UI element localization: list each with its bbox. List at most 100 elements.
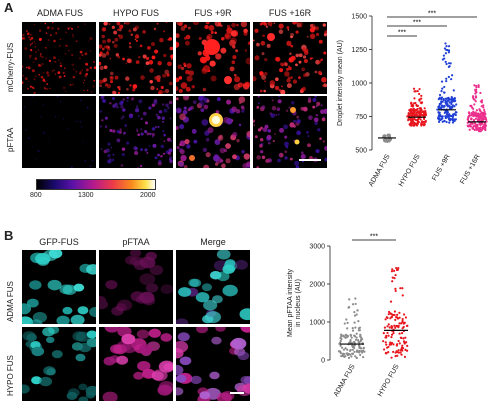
- data-point: [401, 320, 404, 324]
- droplet: [168, 100, 173, 105]
- droplet: [207, 127, 214, 134]
- droplet: [309, 24, 314, 28]
- data-point: [471, 122, 474, 125]
- droplet: [104, 116, 109, 120]
- data-point: [386, 325, 389, 328]
- micrograph-texture: [253, 96, 327, 168]
- droplet: [296, 130, 301, 136]
- data-point: [438, 93, 442, 97]
- droplet: [300, 106, 305, 111]
- droplet: [157, 115, 161, 120]
- droplet: [284, 141, 289, 147]
- droplet: [116, 22, 121, 26]
- droplet: [76, 120, 78, 123]
- data-point: [351, 348, 354, 351]
- data-point: [422, 124, 425, 127]
- droplet: [256, 155, 261, 160]
- data-point: [353, 350, 356, 353]
- data-point: [471, 127, 474, 130]
- droplet: [179, 140, 186, 147]
- data-point: [438, 113, 441, 117]
- data-point: [466, 124, 469, 127]
- droplet: [107, 159, 112, 164]
- droplet: [156, 88, 159, 91]
- data-point: [387, 323, 390, 326]
- data-point: [351, 303, 355, 306]
- droplet: [27, 137, 30, 140]
- data-point: [479, 130, 482, 133]
- data-point: [444, 52, 448, 55]
- data-point: [384, 351, 388, 355]
- droplet: [312, 105, 316, 109]
- data-point: [473, 84, 476, 87]
- droplet: [113, 30, 118, 35]
- droplet: [298, 76, 301, 80]
- droplet: [210, 30, 214, 34]
- data-point: [383, 348, 386, 351]
- data-point: [444, 42, 447, 45]
- data-point: [448, 49, 451, 52]
- colorbar-tick-800: 800: [30, 192, 42, 199]
- droplet: [169, 156, 173, 160]
- droplet: [32, 96, 34, 98]
- data-point: [448, 101, 451, 104]
- droplet: [275, 77, 279, 82]
- droplet: [33, 78, 36, 81]
- data-point: [438, 118, 441, 121]
- nucleus: [195, 292, 210, 303]
- micrograph-hypo-pftaa: [99, 96, 173, 168]
- droplet: [107, 142, 111, 146]
- droplet: [260, 150, 264, 154]
- droplet: [46, 71, 49, 74]
- data-point: [409, 117, 412, 120]
- droplet: [26, 30, 28, 32]
- droplet: [99, 110, 103, 113]
- nucleus: [231, 337, 247, 350]
- data-point: [451, 74, 454, 77]
- nucleus: [31, 346, 45, 357]
- nucleus: [31, 376, 42, 385]
- droplet: [270, 113, 275, 118]
- nucleus: [178, 287, 192, 297]
- droplet: [126, 99, 129, 102]
- data-point: [473, 128, 476, 132]
- droplet: [321, 76, 327, 83]
- droplet: [298, 53, 303, 58]
- droplet: [307, 99, 312, 103]
- data-point: [448, 105, 451, 108]
- nucleus: [242, 383, 250, 394]
- droplet: [104, 125, 108, 128]
- droplet: [22, 36, 26, 40]
- nucleus: [73, 283, 85, 292]
- droplet: [205, 137, 210, 142]
- data-point: [420, 124, 423, 127]
- data-point: [417, 118, 420, 121]
- nucleus: [160, 333, 172, 342]
- large-droplet: [204, 39, 220, 55]
- y-tick-label: 1500: [351, 14, 367, 21]
- droplet: [176, 77, 180, 83]
- droplet: [210, 75, 217, 82]
- droplet: [215, 110, 220, 114]
- droplet: [44, 46, 48, 49]
- droplet: [89, 50, 92, 52]
- data-point: [353, 334, 356, 337]
- data-point: [395, 266, 398, 270]
- nucleus: [22, 384, 30, 394]
- droplet: [105, 148, 110, 153]
- droplet: [64, 90, 67, 93]
- droplet: [71, 53, 74, 57]
- droplet: [302, 47, 307, 52]
- droplet: [67, 128, 69, 130]
- nucleus: [35, 252, 51, 265]
- data-point: [419, 118, 422, 121]
- data-point: [473, 122, 477, 125]
- droplet: [99, 125, 102, 128]
- droplet: [261, 105, 266, 110]
- data-point: [477, 127, 480, 130]
- data-point: [356, 339, 360, 342]
- data-point: [474, 100, 477, 103]
- droplet: [147, 57, 150, 60]
- nucleus: [129, 250, 142, 258]
- droplet: [72, 68, 75, 71]
